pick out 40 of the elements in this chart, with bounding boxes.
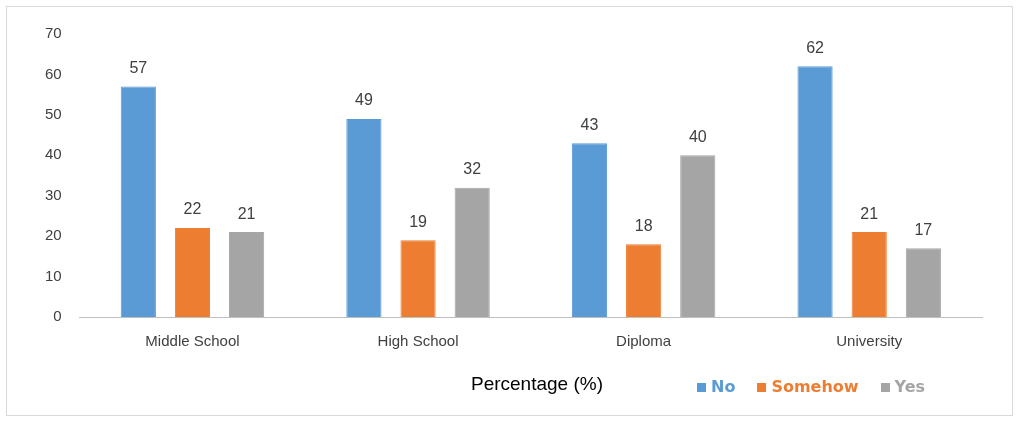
x-axis-title: Percentage (%) bbox=[470, 373, 603, 394]
bar bbox=[229, 232, 265, 317]
y-tick-label: 0 bbox=[53, 307, 62, 325]
data-label: 32 bbox=[463, 160, 482, 178]
y-tick-label: 20 bbox=[45, 226, 62, 244]
legend-label: Yes bbox=[893, 377, 926, 396]
data-label: 22 bbox=[183, 200, 202, 218]
bar bbox=[905, 248, 941, 317]
y-tick-label: 60 bbox=[45, 64, 62, 82]
y-tick-label: 70 bbox=[45, 24, 62, 42]
bar bbox=[797, 66, 833, 317]
data-label: 21 bbox=[860, 204, 879, 222]
data-label: 18 bbox=[634, 216, 653, 234]
y-tick-label: 10 bbox=[45, 266, 62, 284]
x-tick-label: Middle School bbox=[145, 332, 240, 350]
bar bbox=[174, 228, 211, 317]
legend-label: Somehow bbox=[770, 377, 859, 396]
x-tick-label: Diploma bbox=[616, 332, 672, 350]
bar bbox=[120, 86, 156, 317]
legend-label: No bbox=[710, 377, 736, 396]
data-label: 19 bbox=[409, 212, 428, 230]
x-tick-label: High School bbox=[377, 332, 459, 350]
bar bbox=[851, 232, 887, 317]
y-tick-label: 30 bbox=[45, 185, 62, 203]
y-tick-label: 40 bbox=[45, 145, 62, 163]
data-label: 40 bbox=[688, 127, 707, 145]
bar bbox=[680, 155, 716, 317]
data-label: 62 bbox=[806, 38, 825, 56]
data-label: 57 bbox=[129, 58, 148, 76]
data-label: 17 bbox=[914, 220, 933, 238]
x-tick-label: University bbox=[836, 332, 903, 350]
bar bbox=[454, 187, 490, 317]
y-tick-label: 50 bbox=[45, 105, 62, 122]
data-label: 21 bbox=[237, 204, 256, 222]
bar bbox=[626, 244, 662, 317]
bar bbox=[346, 118, 382, 317]
bar bbox=[571, 143, 608, 317]
bar bbox=[400, 240, 436, 317]
data-label: 49 bbox=[355, 91, 373, 109]
data-label: 43 bbox=[580, 115, 599, 133]
